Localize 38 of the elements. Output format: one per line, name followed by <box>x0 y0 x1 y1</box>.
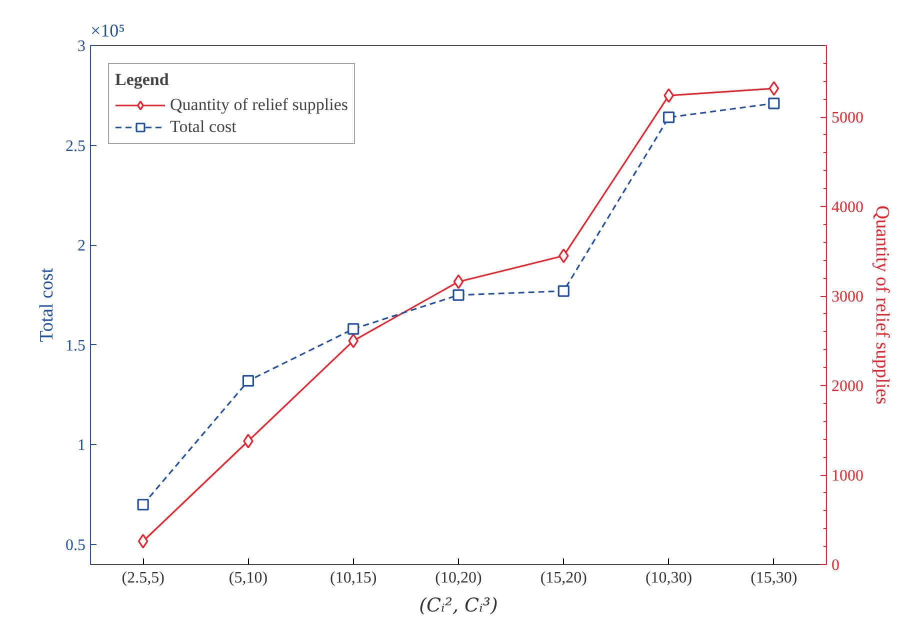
point <box>662 112 675 124</box>
legend-label: Quantity of relief supplies <box>170 95 348 115</box>
x-tick-label: (15,20) <box>540 570 587 586</box>
point <box>137 498 149 510</box>
x-tick-label: (5,10) <box>228 570 268 586</box>
point <box>453 274 464 290</box>
x-tick-label: (15,30) <box>750 570 798 586</box>
point <box>452 289 464 301</box>
legend-label: Total cost <box>170 117 236 137</box>
x-axis-title: (Cᵢ², Cᵢ³) <box>419 594 498 616</box>
y2-tick-label: 5000 <box>832 110 864 127</box>
y2-tick-label: 4000 <box>832 199 864 216</box>
point <box>664 88 674 103</box>
y2-tick-label: 3000 <box>832 288 864 306</box>
y-tick-label: 1.5 <box>66 337 86 354</box>
point <box>242 375 254 387</box>
x-tick-label: (10,15) <box>330 570 377 586</box>
y2-tick-label: 1000 <box>832 468 864 485</box>
point <box>138 534 148 549</box>
x-tick-label: (2.5,5) <box>122 570 164 586</box>
y2-tick-label: 0 <box>832 557 840 574</box>
y-tick-label: 2 <box>78 238 86 255</box>
legend-title: Legend <box>115 70 170 90</box>
x-tick-label: (10,20) <box>435 570 482 586</box>
x-tick-label: (10,30) <box>645 570 692 586</box>
y-tick-label: 0.5 <box>66 537 86 554</box>
y-axis-title: Total cost <box>36 267 58 342</box>
y-tick-label: 2.5 <box>66 138 86 155</box>
point <box>558 285 570 297</box>
y2-tick-label: 2000 <box>832 378 864 396</box>
y-tick-label: 1 <box>78 437 86 454</box>
text: ×10⁵ <box>90 20 125 40</box>
point <box>768 81 780 96</box>
point <box>348 323 360 335</box>
point <box>768 98 780 110</box>
y-tick-label: 3 <box>78 38 86 55</box>
y2-axis-title: Quantity of relief supplies <box>872 206 892 404</box>
point <box>243 434 254 448</box>
